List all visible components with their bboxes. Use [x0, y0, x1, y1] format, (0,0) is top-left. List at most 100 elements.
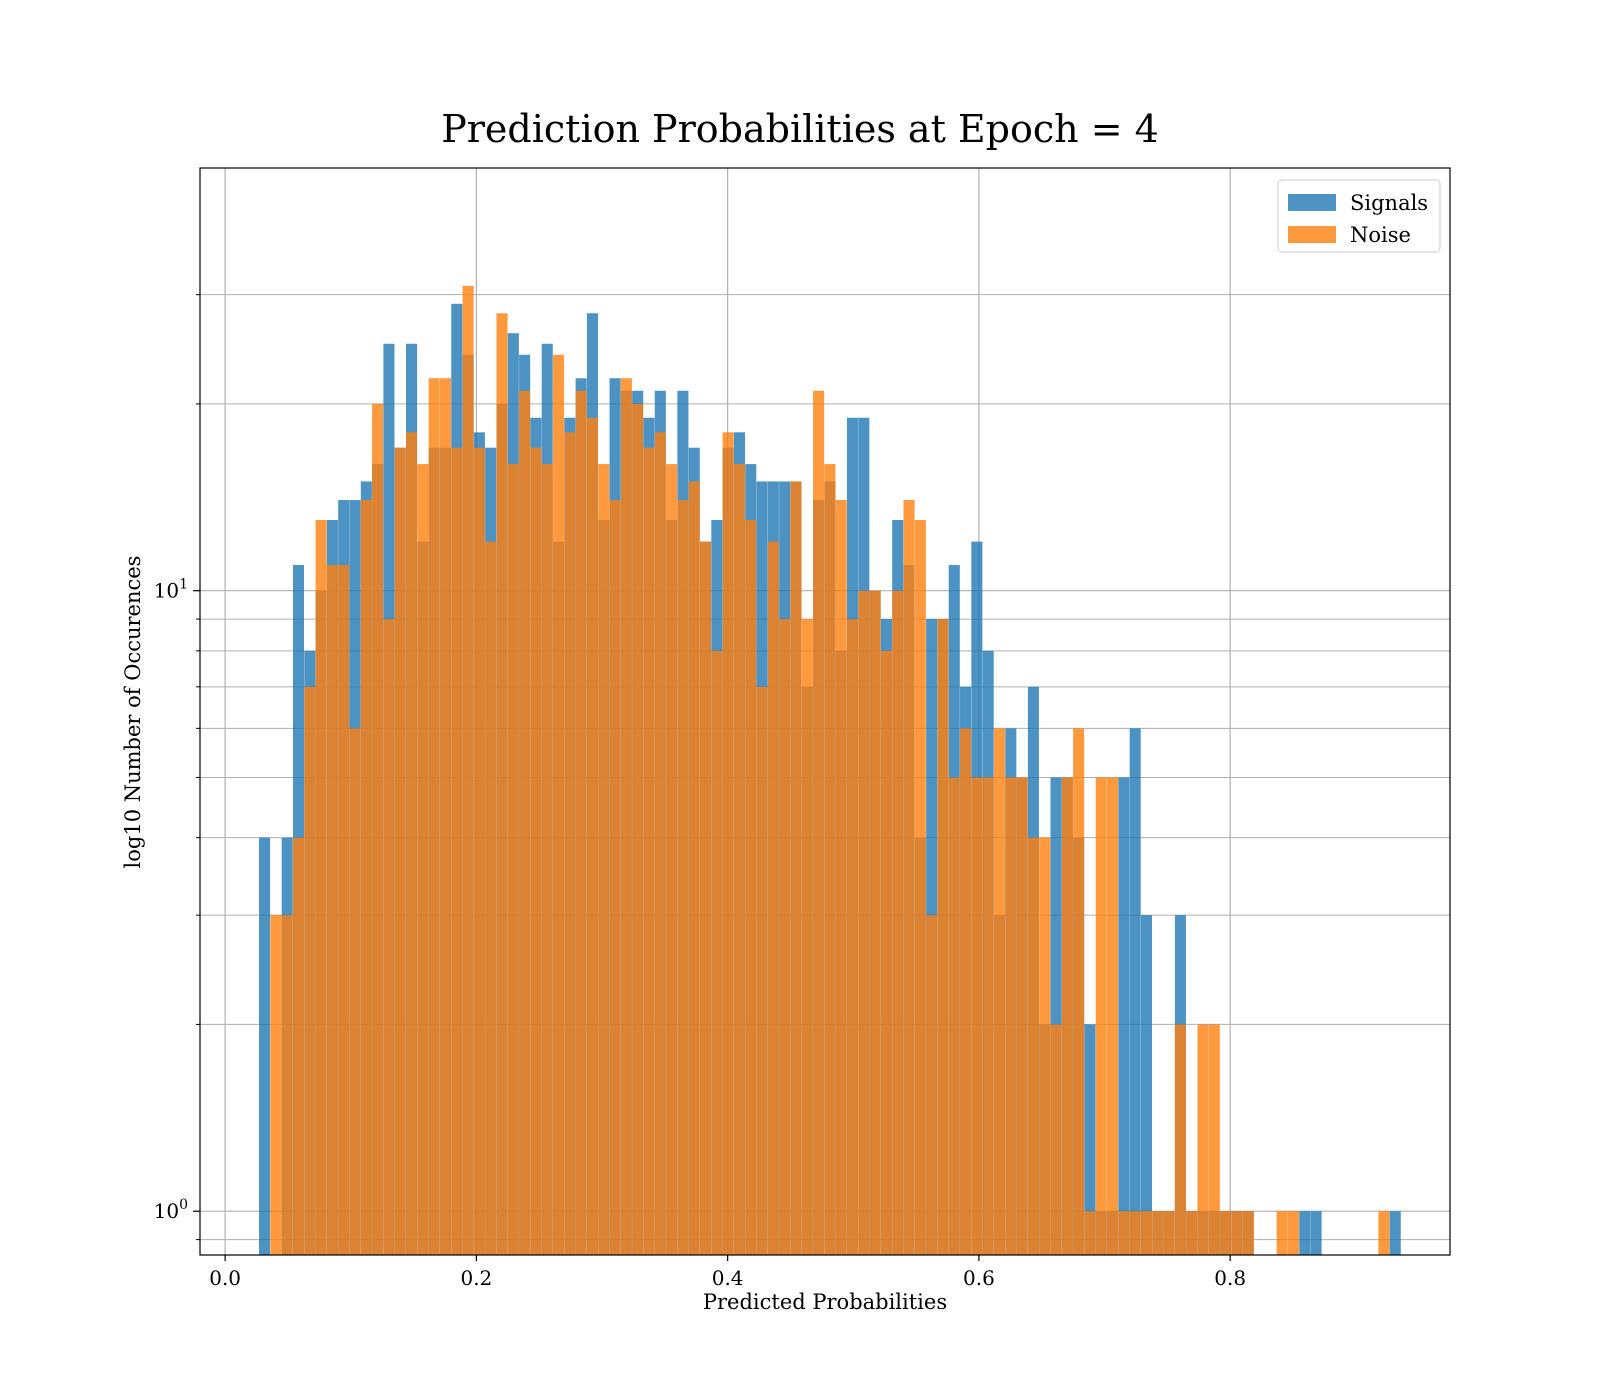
bar-noise: [609, 500, 621, 1255]
bar-noise: [835, 500, 847, 1255]
legend-label-noise: Noise: [1350, 223, 1411, 247]
legend-swatch-noise: [1288, 226, 1336, 243]
bar-noise: [270, 915, 282, 1255]
bar-noise: [428, 378, 440, 1255]
bar-noise: [1231, 1211, 1243, 1255]
y-tick-label: 101: [154, 577, 188, 603]
bar-noise: [869, 590, 881, 1255]
bar-noise: [858, 590, 870, 1255]
bar-noise: [1186, 1211, 1198, 1255]
bar-noise: [1208, 1024, 1220, 1255]
bar-signals: [1118, 777, 1130, 1255]
bar-noise: [880, 650, 892, 1255]
bar-noise: [722, 432, 734, 1255]
bar-noise: [485, 541, 497, 1255]
bar-noise: [677, 500, 689, 1255]
bar-noise: [643, 447, 655, 1255]
bar-noise: [1039, 837, 1051, 1255]
bar-noise: [406, 432, 418, 1255]
bar-noise: [666, 464, 678, 1255]
bar-noise: [948, 777, 960, 1255]
bar-noise: [824, 464, 836, 1255]
bar-noise: [632, 403, 644, 1256]
bar-signals: [1084, 1024, 1096, 1255]
bar-noise: [1027, 837, 1039, 1255]
bar-signals: [1389, 1211, 1401, 1255]
bar-noise: [700, 541, 712, 1255]
y-tick-base: 10: [154, 579, 179, 603]
x-tick-label: 0.2: [460, 1266, 492, 1290]
bar-noise: [813, 390, 825, 1255]
legend-label-signals: Signals: [1350, 191, 1428, 215]
bar-noise: [315, 520, 327, 1255]
bar-noise: [756, 686, 768, 1255]
bar-noise: [1152, 1211, 1164, 1255]
bar-noise: [1016, 777, 1028, 1255]
bar-noise: [519, 390, 531, 1255]
bar-noise: [553, 354, 565, 1256]
bar-noise: [473, 447, 485, 1255]
bar-signals: [259, 837, 271, 1255]
bar-noise: [960, 728, 972, 1255]
bar-noise: [598, 464, 610, 1255]
bar-noise: [530, 447, 542, 1255]
bar-noise: [767, 541, 779, 1255]
bar-noise: [779, 619, 791, 1255]
chart-legend: Signals Noise: [1277, 179, 1441, 253]
bar-noise: [790, 481, 802, 1255]
bar-noise: [383, 619, 395, 1255]
y-tick-base: 10: [154, 1199, 179, 1223]
bar-signals: [1129, 728, 1141, 1255]
bar-signals: [1050, 777, 1062, 1255]
bar-noise: [1073, 728, 1085, 1255]
bar-noise: [1287, 1211, 1299, 1255]
bar-signals: [1299, 1211, 1311, 1255]
bar-noise: [507, 464, 519, 1255]
bar-noise: [394, 447, 406, 1255]
bar-noise: [575, 390, 587, 1255]
bar-noise: [586, 417, 598, 1255]
bar-noise: [733, 464, 745, 1255]
bar-signals: [1310, 1211, 1322, 1255]
bar-noise: [993, 728, 1006, 1255]
x-tick-label: 0.8: [1214, 1266, 1246, 1290]
bar-noise: [914, 520, 926, 1255]
bar-noise: [1129, 1211, 1141, 1255]
bar-noise: [971, 777, 983, 1255]
bar-noise: [1005, 777, 1017, 1255]
bar-signals: [1140, 915, 1153, 1255]
y-tick-label: 100: [154, 1197, 188, 1223]
chart-title: Prediction Probabilities at Epoch = 4: [441, 107, 1159, 151]
bar-noise: [281, 915, 293, 1255]
bar-noise: [564, 432, 576, 1255]
bar-noise: [846, 619, 859, 1255]
bar-noise: [1095, 777, 1107, 1255]
bar-noise: [1220, 1211, 1232, 1255]
bar-noise: [1118, 1211, 1130, 1255]
bar-noise: [360, 500, 372, 1255]
bar-noise: [892, 590, 904, 1255]
y-tick-exponent: 1: [179, 577, 188, 593]
y-tick-exponent: 0: [179, 1197, 188, 1213]
bar-noise: [1174, 1024, 1186, 1255]
bar-noise: [451, 447, 463, 1255]
bar-noise: [338, 565, 350, 1255]
bar-noise: [1084, 1211, 1096, 1255]
bar-noise: [541, 464, 553, 1255]
bar-noise: [1242, 1211, 1254, 1255]
x-tick-label: 0.0: [209, 1266, 241, 1290]
bar-noise: [304, 686, 316, 1255]
bar-noise: [326, 565, 338, 1255]
histogram-bars: [259, 285, 1401, 1256]
bar-noise: [1061, 777, 1073, 1255]
plot-frame: [199, 167, 1451, 1256]
bar-noise: [937, 619, 949, 1255]
x-tick-label: 0.4: [712, 1266, 744, 1290]
bar-noise: [1163, 1211, 1175, 1255]
bar-noise: [372, 403, 384, 1256]
bar-noise: [1140, 1211, 1153, 1255]
bar-noise: [711, 650, 723, 1255]
bar-noise: [1197, 1024, 1209, 1255]
